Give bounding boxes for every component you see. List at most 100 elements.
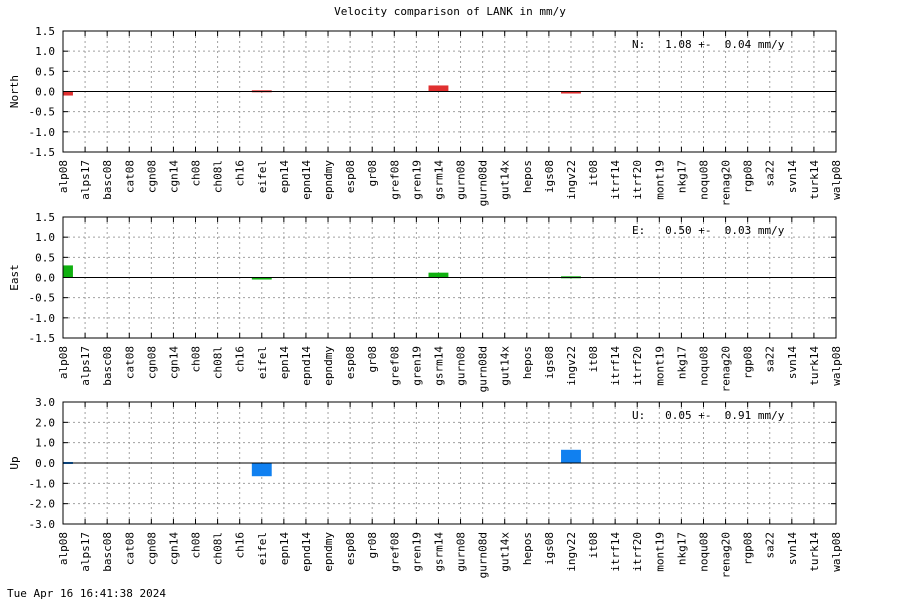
bar (63, 265, 73, 278)
x-tick-label: basc08 (101, 532, 114, 572)
x-tick-label: basc08 (101, 346, 114, 386)
x-tick-label: itrf20 (631, 346, 644, 386)
y-tick-label: -1.0 (29, 312, 56, 325)
x-tick-label: cgn08 (145, 160, 158, 193)
x-tick-label: itrf14 (609, 346, 622, 386)
x-tick-label: ingv22 (565, 532, 578, 572)
x-tick-label: noqu08 (697, 160, 710, 200)
x-tick-label: epn14 (278, 532, 291, 565)
x-tick-label: epnd14 (300, 532, 313, 572)
x-tick-label: gren19 (410, 346, 423, 386)
bar (428, 272, 449, 278)
x-tick-label: gref08 (388, 160, 401, 200)
y-tick-label: 3.0 (35, 396, 55, 409)
bar (63, 91, 73, 96)
x-tick-label: gurn08 (455, 346, 468, 386)
x-tick-label: mont19 (653, 346, 666, 386)
x-tick-label: nkg17 (675, 532, 688, 565)
x-tick-label: cat08 (123, 532, 136, 565)
x-tick-label: gurn08d (477, 160, 490, 206)
y-tick-label: 0.0 (35, 457, 55, 470)
x-tick-label: alp08 (57, 160, 70, 193)
x-tick-label: ch16 (234, 532, 247, 559)
x-tick-label: igs08 (543, 160, 556, 193)
x-tick-label: gurn08 (455, 160, 468, 200)
x-tick-label: it08 (587, 160, 600, 187)
y-tick-label: -2.0 (29, 498, 56, 511)
x-tick-label: mont19 (653, 532, 666, 572)
x-tick-label: cgn14 (167, 346, 180, 379)
bar (251, 277, 272, 280)
x-tick-label: sa22 (764, 346, 777, 373)
y-tick-label: 1.5 (35, 211, 55, 224)
x-tick-label: gren19 (410, 532, 423, 572)
x-tick-label: mont19 (653, 160, 666, 200)
x-tick-label: hepos (521, 346, 534, 379)
x-tick-label: igs08 (543, 532, 556, 565)
x-tick-label: esp08 (344, 160, 357, 193)
x-tick-label: epndmy (322, 532, 335, 572)
y-tick-label: 0.0 (35, 272, 55, 285)
x-tick-label: gr08 (366, 160, 379, 187)
x-tick-label: ch16 (234, 346, 247, 373)
x-tick-label: gren19 (410, 160, 423, 200)
y-axis-label: North (8, 75, 21, 108)
x-tick-label: gut14x (499, 532, 512, 572)
x-tick-label: gurn08d (477, 532, 490, 578)
x-tick-label: itrf20 (631, 160, 644, 200)
x-tick-label: cgn08 (145, 532, 158, 565)
x-tick-label: renag20 (720, 532, 733, 578)
x-tick-label: gr08 (366, 532, 379, 559)
x-tick-label: epndmy (322, 346, 335, 386)
x-tick-label: walp08 (830, 532, 843, 572)
bar (561, 449, 581, 463)
x-tick-label: svn14 (786, 346, 799, 379)
x-tick-label: noqu08 (697, 346, 710, 386)
y-tick-label: -1.0 (29, 126, 56, 139)
x-tick-label: epn14 (278, 346, 291, 379)
x-tick-label: cat08 (123, 346, 136, 379)
x-tick-label: itrf14 (609, 160, 622, 200)
x-tick-label: rgp08 (742, 346, 755, 379)
timestamp: Tue Apr 16 16:41:38 2024 (7, 587, 166, 600)
x-tick-label: eifel (256, 160, 269, 193)
velocity-annotation: U: 0.05 +- 0.91 mm/y (632, 409, 785, 422)
y-tick-label: -0.5 (29, 106, 56, 119)
x-tick-label: ingv22 (565, 346, 578, 386)
x-tick-label: esp08 (344, 532, 357, 565)
bar (561, 91, 581, 94)
plot-frame (62, 216, 837, 339)
x-tick-label: ch08 (190, 346, 203, 373)
x-tick-label: it08 (587, 532, 600, 559)
y-tick-label: 1.5 (35, 25, 55, 38)
x-tick-label: gsrm14 (432, 346, 445, 386)
x-tick-label: hepos (521, 532, 534, 565)
y-tick-label: 1.0 (35, 437, 55, 450)
x-tick-label: sa22 (764, 532, 777, 559)
velocity-annotation: E: 0.50 +- 0.03 mm/y (632, 224, 785, 237)
x-tick-label: gurn08 (455, 532, 468, 572)
y-tick-label: -0.5 (29, 292, 56, 305)
x-tick-label: ch08 (190, 532, 203, 559)
x-tick-label: ch08l (212, 346, 225, 379)
x-tick-label: esp08 (344, 346, 357, 379)
x-tick-label: gsrm14 (432, 532, 445, 572)
x-tick-label: gr08 (366, 346, 379, 373)
x-tick-label: renag20 (720, 346, 733, 392)
x-tick-label: rgp08 (742, 532, 755, 565)
velocity-annotation: N: 1.08 +- 0.04 mm/y (632, 38, 785, 51)
x-tick-label: cat08 (123, 160, 136, 193)
x-tick-label: cgn14 (167, 532, 180, 565)
x-tick-label: ch08l (212, 532, 225, 565)
x-tick-label: ch08 (190, 160, 203, 187)
x-tick-label: itrf20 (631, 532, 644, 572)
x-tick-label: ch08l (212, 160, 225, 193)
x-tick-label: gut14x (499, 160, 512, 200)
y-tick-label: 0.5 (35, 65, 55, 78)
x-tick-label: cgn14 (167, 160, 180, 193)
x-tick-label: ingv22 (565, 160, 578, 200)
x-tick-label: igs08 (543, 346, 556, 379)
x-tick-label: svn14 (786, 532, 799, 565)
